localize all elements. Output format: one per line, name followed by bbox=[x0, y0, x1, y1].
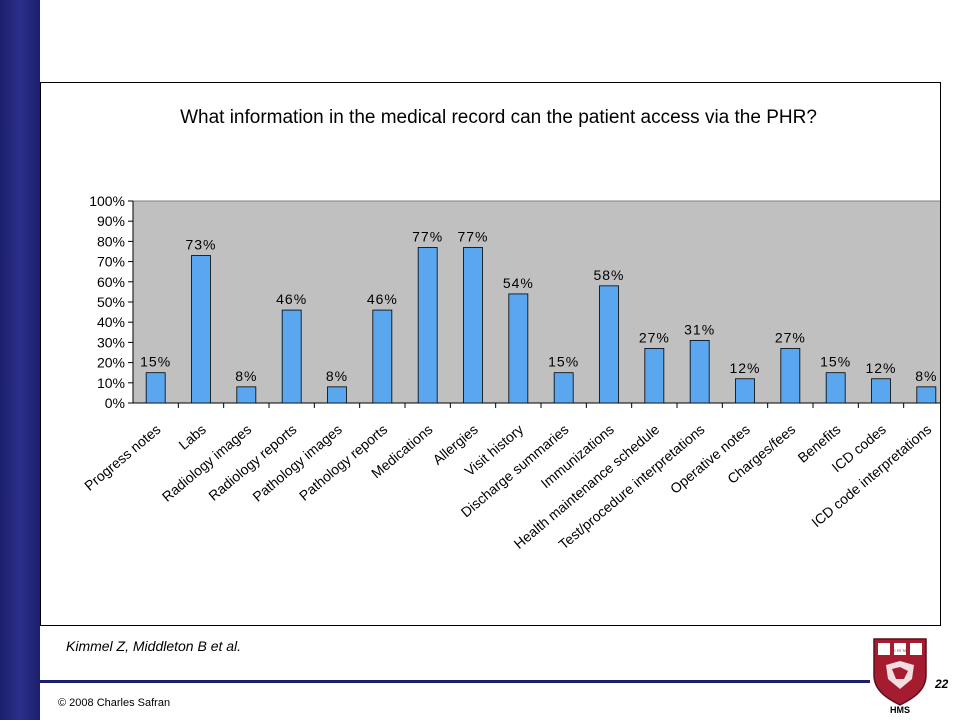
y-tick-label: 50% bbox=[97, 294, 125, 310]
data-label: 77% bbox=[457, 228, 488, 244]
data-label: 12% bbox=[865, 360, 896, 376]
citation: Kimmel Z, Middleton B et al. bbox=[66, 638, 242, 654]
bar bbox=[825, 372, 846, 404]
y-tick-label: 30% bbox=[97, 334, 125, 350]
y-tick-label: 40% bbox=[97, 314, 125, 330]
data-label: 58% bbox=[593, 267, 624, 283]
data-label: 8% bbox=[235, 368, 257, 384]
x-category-label: Labs bbox=[175, 421, 209, 453]
data-label: 8% bbox=[915, 368, 937, 384]
x-category-label: Progress notes bbox=[81, 421, 163, 494]
data-label: 77% bbox=[412, 228, 443, 244]
y-tick-label: 60% bbox=[97, 274, 125, 290]
y-tick-label: 100% bbox=[89, 193, 125, 209]
bar bbox=[871, 378, 891, 404]
bar bbox=[689, 339, 710, 404]
bar bbox=[372, 309, 393, 404]
page-number: 22 bbox=[935, 677, 949, 691]
bar bbox=[145, 372, 166, 404]
bar bbox=[780, 348, 801, 404]
bar bbox=[508, 293, 529, 404]
y-tick-label: 10% bbox=[97, 375, 125, 391]
bar bbox=[599, 285, 619, 404]
data-label: 46% bbox=[367, 291, 398, 307]
bar bbox=[417, 247, 438, 404]
bar-chart: 0% 10% 20% 30% 40% 50% 60% 70% 80% 90% 100% 15% Prog… bbox=[81, 193, 940, 552]
y-tick-label: 0% bbox=[105, 395, 125, 411]
chart-title: What information in the medical record c… bbox=[180, 107, 817, 128]
hms-shield-logo: VE RI TAS HMS bbox=[873, 638, 927, 715]
bar bbox=[463, 247, 483, 404]
logo-motto: VE RI TAS bbox=[891, 648, 910, 653]
logo-text: HMS bbox=[890, 705, 910, 715]
bar bbox=[644, 348, 665, 404]
data-label: 15% bbox=[820, 354, 851, 370]
data-label: 27% bbox=[639, 329, 670, 345]
copyright-text: © 2008 Charles Safran bbox=[58, 697, 171, 709]
data-label: 12% bbox=[729, 360, 760, 376]
bar bbox=[735, 378, 755, 404]
plot-area bbox=[132, 200, 940, 404]
y-tick-label: 70% bbox=[97, 254, 125, 270]
bar bbox=[281, 309, 302, 404]
chart-frame: What information in the medical record c… bbox=[40, 82, 941, 626]
data-label: 15% bbox=[548, 354, 579, 370]
data-label: 73% bbox=[185, 237, 216, 253]
data-label: 27% bbox=[775, 329, 806, 345]
data-label: 46% bbox=[276, 291, 307, 307]
bar bbox=[327, 386, 347, 404]
y-tick-label: 90% bbox=[97, 213, 125, 229]
bar bbox=[191, 255, 211, 404]
data-label: 8% bbox=[326, 368, 348, 384]
footer-divider bbox=[40, 680, 870, 683]
bar bbox=[553, 372, 574, 404]
x-category-label: Operative notes bbox=[667, 421, 753, 497]
data-label: 15% bbox=[140, 354, 171, 370]
data-label: 31% bbox=[684, 321, 715, 337]
y-tick-label: 20% bbox=[97, 355, 125, 371]
y-tick-label: 80% bbox=[97, 233, 125, 249]
bar bbox=[916, 386, 937, 404]
data-label: 54% bbox=[503, 275, 534, 291]
slide-side-bar bbox=[0, 0, 40, 720]
bar bbox=[236, 386, 257, 404]
